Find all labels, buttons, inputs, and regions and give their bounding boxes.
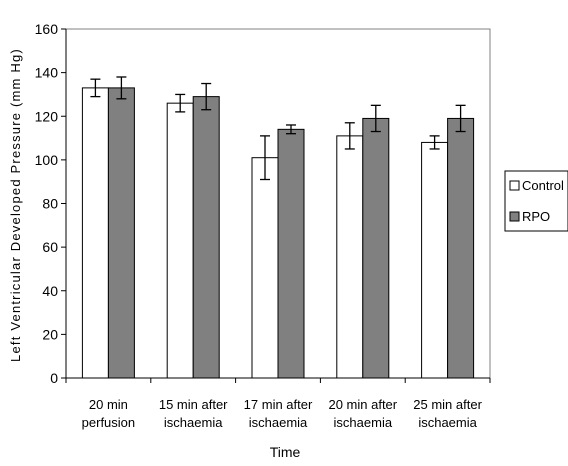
x-tick-label: 15 min after [159, 397, 228, 412]
legend-swatch-control [509, 180, 520, 191]
x-tick-label: ischaemia [249, 415, 308, 430]
x-tick-label: 20 min after [328, 397, 397, 412]
bar-control-4 [421, 141, 449, 379]
bar-control-1 [166, 102, 194, 379]
bar-rpo-0 [107, 87, 135, 379]
x-tick-label: 25 min after [413, 397, 482, 412]
y-tick-label: 160 [35, 21, 59, 37]
y-tick-label: 120 [35, 108, 59, 124]
y-tick-label: 20 [42, 326, 58, 342]
y-tick-label: 60 [42, 239, 58, 255]
bar-control-0 [81, 87, 109, 379]
x-axis-label: Time [270, 444, 301, 460]
y-tick-label: 40 [42, 283, 58, 299]
x-tick-label: 20 min [89, 397, 128, 412]
plot-area [81, 76, 475, 379]
y-tick-label: 80 [42, 196, 58, 212]
legend-swatch-rpo [509, 211, 520, 222]
y-tick-label: 0 [50, 370, 58, 386]
x-tick-label: ischaemia [334, 415, 393, 430]
y-axis-label: Left Ventricular Developed Pressure (mm … [8, 48, 23, 362]
bar-rpo-4 [447, 117, 475, 379]
bar-rpo-2 [277, 128, 305, 379]
y-tick-label: 140 [35, 65, 59, 81]
x-tick-label: perfusion [82, 415, 135, 430]
x-tick-label: 17 min after [244, 397, 313, 412]
bar-rpo-3 [362, 117, 390, 379]
legend: Control RPO [504, 170, 568, 232]
bar-control-3 [336, 135, 364, 379]
y-tick-label: 100 [35, 152, 59, 168]
x-tick-label: ischaemia [418, 415, 477, 430]
bar-control-2 [251, 157, 279, 379]
legend-label-rpo: RPO [522, 209, 550, 224]
x-tick-label: ischaemia [164, 415, 223, 430]
bar-rpo-1 [192, 96, 220, 379]
legend-label-control: Control [522, 178, 564, 193]
axes: 0 20 40 60 80 100 120 140 160 20 min perfusion 15 m… [35, 21, 491, 430]
